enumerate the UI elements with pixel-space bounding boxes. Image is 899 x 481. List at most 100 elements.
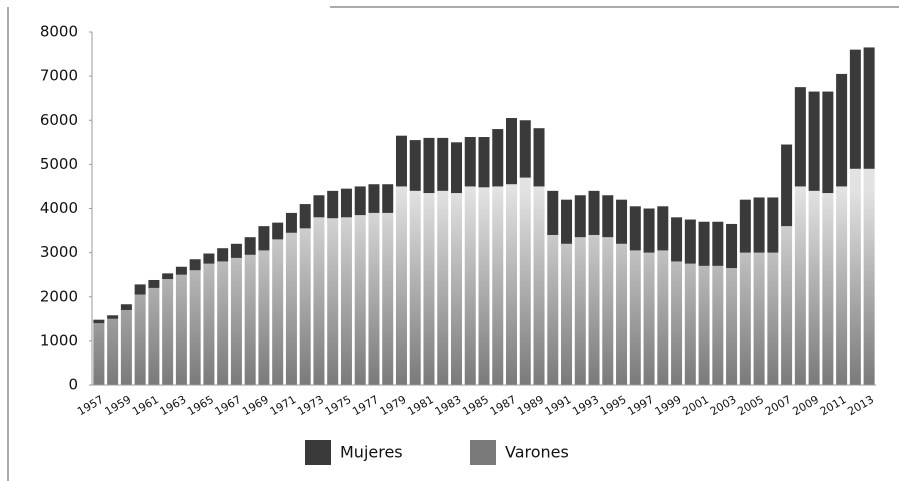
bar-segment (767, 252, 779, 385)
bar-segment (189, 259, 201, 271)
bar-segment (423, 137, 435, 194)
bar-segment (258, 226, 270, 251)
bar-segment (368, 184, 380, 213)
x-tick-label: 2007 (763, 393, 794, 418)
bar-segment (478, 137, 490, 188)
bar-segment (547, 234, 559, 385)
bar-segment (327, 218, 339, 385)
bar-segment (492, 129, 504, 187)
bar-segment (134, 294, 146, 385)
bar-segment (120, 304, 132, 310)
legend-swatch (470, 440, 496, 465)
bar-segment (327, 190, 339, 219)
x-tick-label: 2011 (818, 393, 849, 418)
bar-segment (217, 248, 229, 262)
bar-segment (354, 186, 366, 216)
y-tick-label: 7000 (40, 67, 78, 85)
bar-segment (684, 263, 696, 385)
x-tick-label: 1975 (323, 393, 354, 418)
bar-segment (794, 186, 806, 385)
bar-segment (643, 252, 655, 385)
bar-segment (506, 184, 518, 385)
bar-segment (712, 221, 724, 266)
bar-segment (107, 315, 119, 319)
x-tick-label: 1957 (75, 393, 106, 418)
bar-segment (767, 197, 779, 253)
bar-segment (698, 221, 710, 266)
bar-segment (464, 186, 476, 385)
bar-segment (822, 91, 834, 194)
bar-segment (162, 273, 174, 280)
bar-segment (629, 206, 641, 251)
bar-segment (671, 261, 683, 385)
bar-segment (230, 243, 242, 258)
bar-segment (616, 243, 628, 385)
bar-segment (849, 49, 861, 169)
bar-segment (643, 208, 655, 253)
bar-segment (808, 190, 820, 385)
bar-segment (148, 279, 160, 288)
x-tick-label: 1999 (653, 393, 684, 418)
bar-segment (175, 266, 187, 275)
bar-segment (519, 120, 531, 178)
bar-segment (258, 250, 270, 385)
bar-segment (726, 268, 738, 385)
x-tick-label: 1997 (625, 393, 656, 418)
x-tick-label: 1993 (570, 393, 601, 418)
bar-segment (120, 309, 132, 385)
bar-segment (217, 261, 229, 385)
bar-segment (244, 237, 256, 255)
bar-segment (285, 232, 297, 385)
bar-segment (437, 137, 449, 191)
bar-segment (313, 195, 325, 218)
x-tick-label: 1983 (433, 393, 464, 418)
bar-segment (272, 222, 284, 240)
x-tick-label: 2003 (708, 393, 739, 418)
y-tick-label: 4000 (40, 199, 78, 217)
bar-segment (698, 265, 710, 385)
x-tick-label: 1971 (268, 393, 299, 418)
legend-label: Varones (505, 443, 569, 462)
legend-label: Mujeres (340, 443, 403, 462)
bar-segment (671, 217, 683, 262)
y-tick-label: 1000 (40, 331, 78, 349)
bar-segment (368, 212, 380, 385)
y-tick-label: 8000 (40, 23, 78, 41)
bar-segment (739, 252, 751, 385)
bar-segment (602, 237, 614, 385)
x-tick-label: 1995 (598, 393, 629, 418)
bar-segment (739, 199, 751, 253)
x-tick-label: 2005 (735, 393, 766, 418)
x-tick-label: 1967 (213, 393, 244, 418)
bar-segment (340, 217, 352, 385)
bar-segment (478, 187, 490, 385)
bar-segment (340, 188, 352, 218)
x-tick-label: 2013 (845, 393, 876, 418)
bar-segment (574, 237, 586, 385)
x-tick-label: 1965 (185, 393, 216, 418)
bar-segment (285, 212, 297, 233)
x-tick-label: 1987 (488, 393, 519, 418)
bar-segment (93, 323, 105, 385)
bar-segment (395, 186, 407, 385)
x-tick-label: 1989 (515, 393, 546, 418)
bar-segment (849, 168, 861, 385)
bar-segment (822, 193, 834, 385)
bar-segment (409, 190, 421, 385)
x-tick-label: 2001 (680, 393, 711, 418)
bar-segment (107, 318, 119, 385)
bar-segment (299, 204, 311, 229)
y-tick-label: 0 (68, 376, 78, 394)
bar-segment (629, 250, 641, 385)
bar-segment (726, 223, 738, 269)
bar-segment (657, 206, 669, 251)
bar-segment (134, 284, 146, 295)
bar-segment (230, 257, 242, 385)
y-tick-label: 6000 (40, 111, 78, 129)
x-tick-label: 1959 (103, 393, 134, 418)
bar-segment (781, 226, 793, 385)
bar-segment (244, 254, 256, 385)
bar-segment (794, 87, 806, 187)
x-tick-label: 1963 (158, 393, 189, 418)
